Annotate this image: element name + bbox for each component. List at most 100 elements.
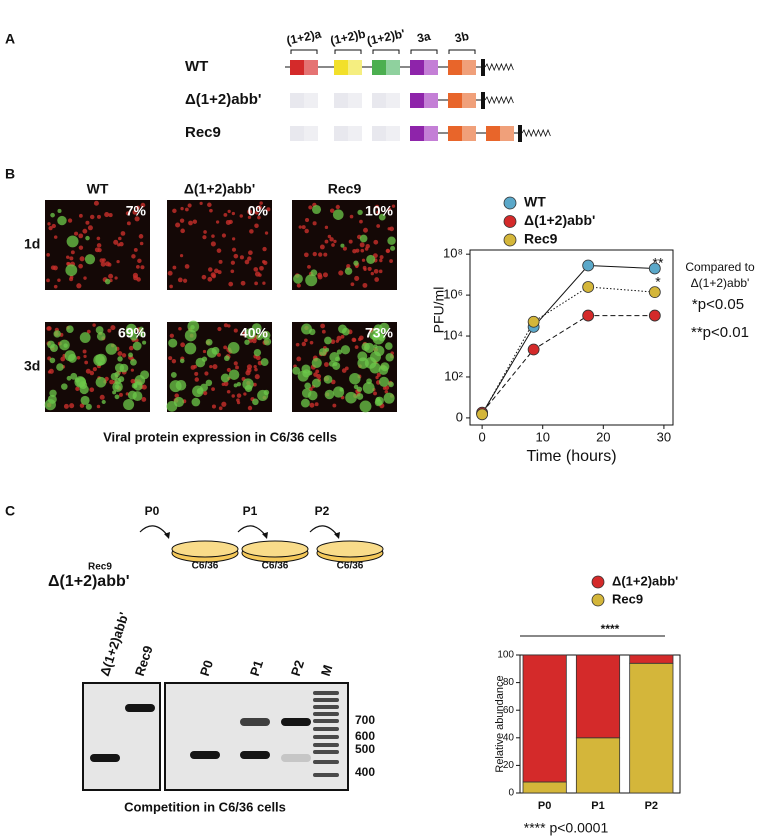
cell — [104, 212, 110, 218]
infected-cell — [359, 400, 372, 413]
gene-box — [334, 60, 348, 75]
infected-cell — [132, 341, 142, 351]
legend-label: Rec9 — [524, 231, 558, 247]
cell — [365, 244, 370, 249]
cell — [178, 326, 182, 331]
strain-superscript: Rec9 — [88, 562, 112, 573]
infected-cell — [59, 339, 70, 351]
cell — [239, 214, 243, 218]
infected-cell — [184, 329, 197, 342]
cell — [318, 252, 323, 257]
infected-cell — [379, 322, 390, 334]
cell — [180, 342, 186, 348]
gene-box — [348, 126, 362, 141]
cell — [130, 368, 134, 372]
cell — [201, 274, 207, 280]
cell — [92, 323, 96, 327]
y-tick-label: 100 — [497, 650, 514, 661]
gene-box — [386, 126, 400, 141]
infected-cell — [104, 278, 111, 285]
cell — [233, 361, 238, 366]
cell — [323, 362, 329, 367]
infected-cell — [362, 381, 375, 394]
infected-cell — [56, 363, 64, 371]
legend-label: Δ(1+2)abb' — [524, 212, 595, 228]
infected-cell — [378, 213, 386, 221]
annotation: * — [655, 274, 661, 290]
row-label: Rec9 — [185, 124, 221, 141]
gene-box — [348, 93, 362, 108]
infected-cell — [388, 381, 394, 388]
cell — [239, 255, 244, 260]
plate-rim — [171, 540, 239, 558]
cell — [324, 225, 329, 230]
cell — [132, 272, 139, 278]
cell — [223, 212, 228, 217]
y-tick-label: 10² — [444, 368, 463, 383]
lane-label: P1 — [247, 658, 266, 678]
infected-cell — [117, 356, 123, 362]
infected-cell — [328, 360, 335, 367]
bar-segment — [629, 654, 674, 664]
infected-cell — [66, 325, 74, 333]
cell — [370, 271, 374, 276]
cell — [60, 356, 66, 362]
infected-cell — [228, 369, 240, 380]
cell — [82, 228, 88, 234]
infected-cell — [384, 342, 393, 350]
cell — [221, 233, 227, 238]
cell — [385, 248, 391, 254]
legend-label: Δ(1+2)abb' — [612, 573, 678, 588]
row-label: Δ(1+2)abb' — [185, 91, 261, 108]
infected-cell — [366, 378, 372, 385]
cell — [367, 266, 372, 272]
cell — [74, 231, 79, 236]
cell — [188, 220, 193, 226]
gel-band — [240, 751, 270, 759]
cell — [389, 226, 395, 232]
annotation: **** — [601, 622, 620, 636]
cell-label: C6/36 — [192, 561, 219, 572]
infected-cell — [305, 274, 318, 287]
gel-band — [281, 718, 311, 726]
gene-box — [290, 60, 304, 75]
gene-box — [462, 93, 476, 108]
bar-segment — [629, 662, 674, 794]
infected-cell — [166, 400, 178, 412]
infected-cell — [345, 391, 357, 404]
cell — [348, 239, 353, 244]
cell — [329, 208, 335, 213]
cell — [340, 334, 345, 339]
cell — [105, 261, 111, 267]
gel-band — [90, 754, 120, 762]
cell — [359, 242, 365, 248]
infected-cell — [356, 393, 364, 400]
infected-cell — [364, 357, 377, 369]
infected-cell — [140, 370, 150, 380]
cell — [110, 325, 116, 331]
cell — [66, 255, 70, 259]
infected-cell — [74, 376, 86, 388]
cell — [247, 209, 253, 215]
cell — [314, 402, 319, 407]
cell — [172, 208, 177, 214]
cell — [137, 258, 142, 264]
cell — [79, 256, 85, 262]
data-point — [648, 262, 661, 275]
infected-cell — [96, 331, 106, 341]
marker-size: 600 — [355, 729, 375, 743]
cell — [236, 393, 242, 398]
cell — [382, 386, 387, 390]
cell — [133, 247, 138, 252]
cell — [226, 389, 231, 394]
infected-cell — [184, 342, 197, 355]
cell — [308, 205, 313, 210]
cell — [211, 387, 215, 392]
terminal-bar — [518, 125, 522, 142]
cell — [376, 224, 381, 228]
poly-a-tail — [484, 62, 514, 72]
bracket — [334, 49, 362, 54]
cell — [243, 392, 247, 396]
y-tick-label: 60 — [503, 705, 515, 716]
row-label: 1d — [24, 236, 40, 252]
